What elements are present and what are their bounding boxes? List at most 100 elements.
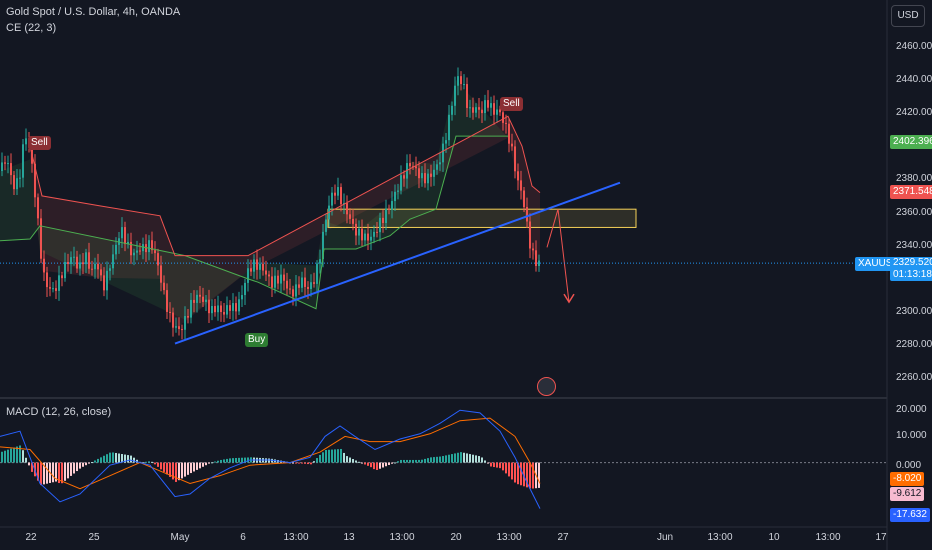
macd-histogram-bar xyxy=(337,449,339,463)
candle-up xyxy=(226,305,228,315)
candle-down xyxy=(352,218,354,224)
macd-histogram-bar xyxy=(232,458,234,463)
macd-histogram-bar xyxy=(112,452,114,463)
time-tick-label: 13:00 xyxy=(389,532,415,543)
macd-histogram-bar xyxy=(235,457,237,463)
candle-down xyxy=(346,203,348,215)
candle-down xyxy=(499,109,501,113)
macd-histogram-bar xyxy=(70,462,72,476)
candle-up xyxy=(238,299,240,312)
macd-histogram-bar xyxy=(481,457,483,463)
currency-button[interactable]: USD xyxy=(891,5,925,27)
candle-down xyxy=(283,274,285,281)
economic-event-icon[interactable] xyxy=(537,377,556,396)
candle-down xyxy=(505,122,507,124)
buy-signal[interactable]: Buy xyxy=(245,333,269,347)
sell-signal-1[interactable]: Sell xyxy=(28,136,51,150)
time-tick-label: 13:00 xyxy=(815,532,841,543)
candle-down xyxy=(97,263,99,270)
macd-histogram-bar xyxy=(385,462,387,467)
macd-histogram-bar xyxy=(529,462,531,489)
candle-down xyxy=(265,270,267,275)
macd-histogram-bar xyxy=(364,462,366,465)
sell-signal-2[interactable]: Sell xyxy=(500,97,523,111)
macd-histogram-bar xyxy=(163,462,165,472)
candle-down xyxy=(82,262,84,265)
macd-histogram-bar xyxy=(352,459,354,463)
candle-up xyxy=(325,219,327,232)
candle-up xyxy=(397,190,399,192)
macd-histogram-bar xyxy=(457,452,459,463)
candle-up xyxy=(106,270,108,291)
candle-up xyxy=(370,236,372,241)
macd-histogram-bar xyxy=(136,459,138,463)
candle-up xyxy=(463,84,465,86)
candle-down xyxy=(526,207,528,222)
time-tick-label: 13 xyxy=(343,532,355,543)
macd-histogram-bar xyxy=(373,462,375,470)
macd-histogram-bar xyxy=(82,462,84,467)
candle-down xyxy=(361,228,363,241)
candle-up xyxy=(58,275,60,291)
macd-histogram-bar xyxy=(196,462,198,470)
candle-up xyxy=(70,257,72,264)
candle-down xyxy=(268,274,270,277)
candle-up xyxy=(385,208,387,224)
macd-line-badge: -17.632 xyxy=(890,508,930,522)
macd-histogram-bar xyxy=(100,457,102,463)
macd-histogram-bar xyxy=(466,453,468,463)
macd-histogram-bar xyxy=(67,462,69,479)
candle-down xyxy=(523,190,525,208)
macd-histogram-badge: -9.612 xyxy=(890,487,925,501)
candle-down xyxy=(418,168,420,179)
macd-histogram-bar xyxy=(28,462,30,466)
candle-down xyxy=(43,258,45,273)
candle-down xyxy=(124,227,126,245)
macd-histogram-bar xyxy=(340,448,342,463)
candle-down xyxy=(376,231,378,233)
macd-histogram-bar xyxy=(538,462,540,488)
candle-down xyxy=(154,250,156,254)
macd-histogram-bar xyxy=(412,459,414,463)
macd-histogram-bar xyxy=(460,452,462,463)
candle-up xyxy=(94,263,96,270)
candle-up xyxy=(19,177,21,179)
time-tick-label: May xyxy=(170,532,190,543)
candle-up xyxy=(496,109,498,115)
macd-histogram-bar xyxy=(187,462,189,475)
candle-down xyxy=(199,294,201,297)
candle-down xyxy=(502,112,504,123)
macd-histogram-bar xyxy=(160,462,162,470)
candle-down xyxy=(61,275,63,279)
time-tick-label: Jun xyxy=(656,532,674,543)
ce-short-stop-line xyxy=(29,115,541,257)
candle-down xyxy=(229,305,231,311)
macd-histogram-bar xyxy=(400,459,402,463)
candle-up xyxy=(421,173,423,179)
macd-histogram-bar xyxy=(10,448,12,463)
macd-histogram-bar xyxy=(367,462,369,466)
macd-histogram-bar xyxy=(199,462,201,469)
macd-histogram-bar xyxy=(244,457,246,463)
candle-down xyxy=(466,84,468,108)
macd-histogram-bar xyxy=(496,462,498,468)
macd-histogram-bar xyxy=(319,454,321,463)
macd-histogram-bar xyxy=(13,447,15,463)
candle-down xyxy=(508,123,510,144)
macd-histogram-bar xyxy=(94,460,96,463)
macd-histogram-bar xyxy=(238,457,240,463)
macd-histogram-bar xyxy=(190,462,192,474)
macd-histogram-bar xyxy=(214,461,216,463)
macd-histogram-bar xyxy=(439,456,441,463)
candle-down xyxy=(520,180,522,191)
macd-histogram-bar xyxy=(463,452,465,463)
candle-up xyxy=(295,284,297,297)
candle-down xyxy=(40,218,42,259)
candle-down xyxy=(169,311,171,313)
candle-up xyxy=(316,263,318,284)
macd-histogram-bar xyxy=(124,454,126,463)
price-tick-label: 2280.000 xyxy=(896,339,932,351)
candle-down xyxy=(349,214,351,219)
macd-histogram-bar xyxy=(394,462,396,464)
